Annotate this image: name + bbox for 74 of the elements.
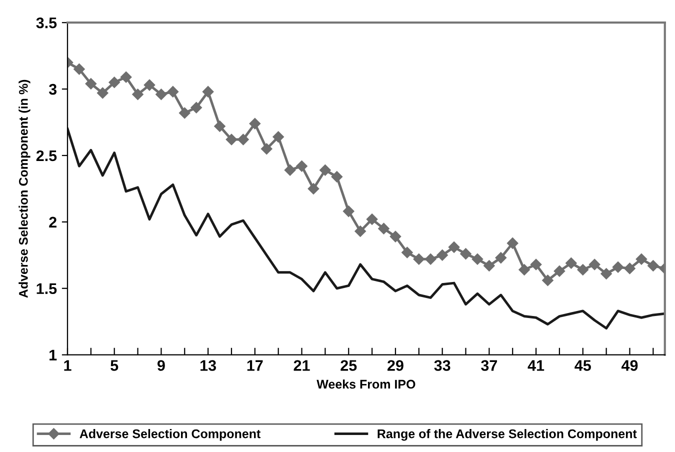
point: [85, 78, 97, 90]
point: [472, 254, 484, 265]
point: [530, 258, 542, 270]
point: [448, 242, 460, 253]
point: [320, 164, 331, 176]
y-axis-title: Adverse Selection Component (in %): [18, 80, 30, 298]
point: [506, 238, 518, 249]
point: [636, 254, 648, 265]
point: [226, 134, 238, 146]
x-tick-label: 45: [574, 360, 591, 371]
point: [308, 183, 320, 194]
point: [612, 262, 624, 273]
point: [484, 260, 495, 272]
y-tick-label: 2.5: [36, 150, 57, 162]
point: [167, 86, 179, 98]
point: [108, 76, 120, 88]
point: [190, 102, 202, 114]
point: [648, 260, 659, 272]
point: [425, 254, 436, 265]
x-tick-label: 9: [157, 360, 165, 371]
point: [238, 134, 249, 146]
point: [132, 88, 144, 100]
point: [495, 252, 506, 264]
point: [566, 258, 577, 269]
point: [378, 222, 390, 234]
point: [97, 87, 108, 99]
point: [214, 120, 226, 132]
point: [554, 265, 566, 277]
point: [436, 250, 448, 261]
point: [156, 88, 167, 100]
point: [413, 254, 425, 265]
y-tick-label: 1: [50, 350, 57, 360]
point: [261, 143, 272, 154]
point: [179, 107, 190, 119]
point: [390, 230, 402, 242]
x-axis-title: Weeks From IPO: [316, 379, 416, 389]
point: [600, 268, 612, 280]
point: [120, 71, 132, 83]
point: [588, 258, 600, 270]
x-tick-label: 29: [388, 360, 404, 371]
x-tick-label: 25: [340, 360, 357, 371]
point: [542, 274, 554, 286]
point: [460, 248, 472, 260]
point: [402, 246, 413, 258]
x-tick-label: 21: [294, 360, 310, 371]
point: [249, 118, 261, 130]
point: [366, 214, 378, 225]
point: [144, 79, 156, 91]
point: [331, 171, 343, 182]
y-tick-label: 3.5: [36, 17, 57, 28]
y-tick-label: 1.5: [36, 283, 57, 294]
line-series: [68, 128, 665, 330]
point: [343, 206, 354, 217]
legend-label: Range of the Adverse Selection Component: [378, 429, 637, 441]
x-tick-label: 1: [64, 360, 72, 371]
point: [518, 264, 530, 276]
x-tick-label: 13: [200, 360, 216, 371]
point: [577, 264, 588, 276]
point: [284, 164, 296, 176]
x-tick-label: 5: [110, 360, 118, 371]
y-tick-label: 2: [49, 216, 56, 228]
point: [296, 160, 308, 172]
point: [202, 86, 214, 98]
x-tick-label: 37: [481, 360, 497, 371]
x-tick-label: 41: [528, 360, 544, 371]
legend-label: Adverse Selection Component: [80, 429, 261, 441]
point: [74, 64, 85, 75]
x-tick-label: 17: [247, 360, 263, 371]
point: [272, 131, 284, 142]
point: [354, 226, 366, 237]
x-tick-label: 33: [434, 360, 450, 371]
y-tick-label: 3: [48, 84, 57, 95]
point: [624, 262, 636, 274]
x-tick-label: 49: [621, 360, 638, 371]
